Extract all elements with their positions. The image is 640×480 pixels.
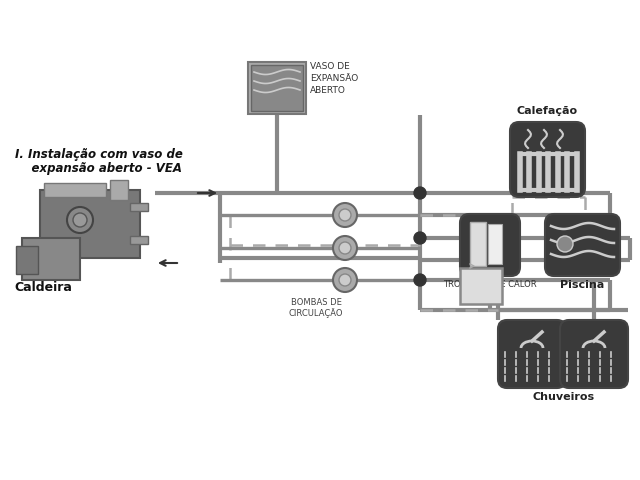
Circle shape — [339, 209, 351, 221]
Bar — [44, 183, 106, 197]
Circle shape — [333, 236, 357, 260]
Circle shape — [414, 232, 426, 244]
Bar — [460, 268, 502, 304]
FancyBboxPatch shape — [545, 214, 620, 276]
Circle shape — [557, 236, 573, 252]
Text: VASO DE
EXPANSÃO
ABERTO: VASO DE EXPANSÃO ABERTO — [310, 62, 358, 95]
FancyBboxPatch shape — [498, 320, 566, 388]
Circle shape — [414, 274, 426, 286]
Text: TROCADOR DE CALOR: TROCADOR DE CALOR — [443, 280, 537, 289]
Bar — [110, 180, 128, 200]
Polygon shape — [414, 274, 426, 286]
Bar — [22, 238, 80, 280]
Bar — [16, 246, 38, 274]
FancyBboxPatch shape — [560, 320, 628, 388]
Polygon shape — [414, 232, 426, 244]
Polygon shape — [414, 232, 426, 244]
Bar — [130, 203, 148, 211]
Polygon shape — [414, 187, 426, 199]
Circle shape — [67, 207, 93, 233]
Circle shape — [333, 203, 357, 227]
Bar — [488, 224, 502, 264]
Bar — [251, 65, 303, 111]
Bar — [470, 222, 486, 266]
Text: Calefação: Calefação — [516, 106, 577, 116]
Text: I. Instalação com vaso de: I. Instalação com vaso de — [15, 148, 183, 161]
Text: RAC: RAC — [468, 281, 493, 291]
Text: Piscina: Piscina — [560, 280, 604, 290]
Bar — [40, 190, 140, 258]
FancyBboxPatch shape — [510, 122, 585, 197]
Bar — [248, 62, 306, 114]
Text: Chuveiros: Chuveiros — [533, 392, 595, 402]
FancyBboxPatch shape — [460, 214, 520, 276]
Polygon shape — [414, 187, 426, 199]
Polygon shape — [414, 274, 426, 286]
Bar — [130, 236, 148, 244]
Circle shape — [73, 213, 87, 227]
Circle shape — [333, 268, 357, 292]
Circle shape — [339, 274, 351, 286]
Circle shape — [414, 187, 426, 199]
Text: expansão aberto - VEA: expansão aberto - VEA — [15, 162, 182, 175]
Text: Caldeira: Caldeira — [14, 281, 72, 294]
Text: BOMBAS DE
CIRCULAÇÃO: BOMBAS DE CIRCULAÇÃO — [289, 298, 343, 318]
Circle shape — [339, 242, 351, 254]
